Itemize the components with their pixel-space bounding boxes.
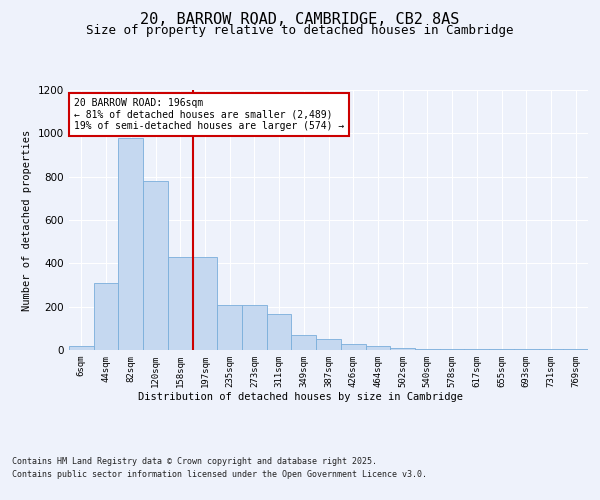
Text: Contains HM Land Registry data © Crown copyright and database right 2025.: Contains HM Land Registry data © Crown c… [12,458,377,466]
Bar [168,257,193,350]
Text: Contains public sector information licensed under the Open Government Licence v3: Contains public sector information licen… [12,470,427,479]
Bar [69,346,94,350]
Text: Size of property relative to detached houses in Cambridge: Size of property relative to detached ho… [86,24,514,37]
Bar [267,314,292,350]
Bar [440,349,464,350]
Bar [464,349,489,350]
Bar [341,344,365,350]
Bar [316,339,341,350]
Bar [365,346,390,350]
Bar [390,348,415,350]
Bar [292,335,316,350]
Text: Distribution of detached houses by size in Cambridge: Distribution of detached houses by size … [137,392,463,402]
Bar [514,349,539,350]
Bar [242,304,267,350]
Text: 20, BARROW ROAD, CAMBRIDGE, CB2 8AS: 20, BARROW ROAD, CAMBRIDGE, CB2 8AS [140,12,460,28]
Bar [94,283,118,350]
Bar [193,257,217,350]
Bar [489,349,514,350]
Bar [118,138,143,350]
Text: 20 BARROW ROAD: 196sqm
← 81% of detached houses are smaller (2,489)
19% of semi-: 20 BARROW ROAD: 196sqm ← 81% of detached… [74,98,344,131]
Bar [539,349,563,350]
Y-axis label: Number of detached properties: Number of detached properties [22,130,32,310]
Bar [217,304,242,350]
Bar [415,349,440,350]
Bar [563,349,588,350]
Bar [143,181,168,350]
